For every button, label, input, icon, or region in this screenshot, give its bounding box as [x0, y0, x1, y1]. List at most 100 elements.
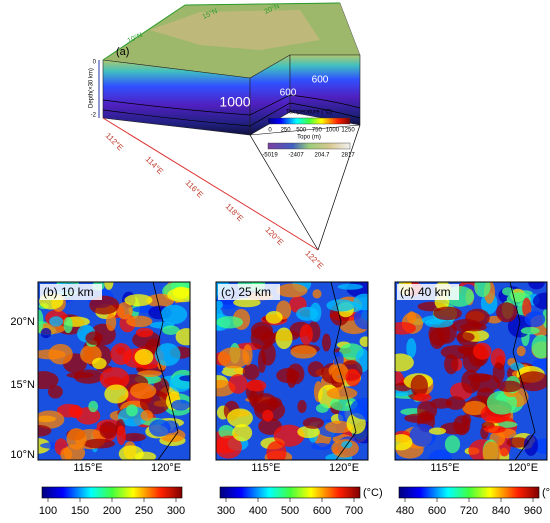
- colorbar-tick-label: 150: [71, 505, 89, 517]
- map-anomaly: [134, 451, 157, 460]
- map-anomaly: [302, 417, 325, 429]
- map-anomaly: [265, 310, 283, 324]
- longitude-label: 116°E: [184, 178, 205, 199]
- colorbar-tick-label: 250: [135, 505, 153, 517]
- map-anomaly: [49, 316, 64, 327]
- map-anomaly: [502, 287, 514, 296]
- map-anomaly: [40, 327, 52, 339]
- map-anomaly: [217, 347, 250, 369]
- longitude-label: 120°E: [263, 225, 285, 247]
- map-anomaly: [38, 309, 44, 333]
- map-anomaly: [307, 361, 325, 378]
- title-box: [397, 284, 459, 300]
- map-anomaly: [148, 419, 171, 437]
- map-anomaly: [228, 373, 248, 394]
- contour-label: 200: [370, 92, 390, 106]
- map-anomaly: [531, 334, 547, 359]
- map-anomaly: [124, 294, 153, 307]
- map-anomaly: [290, 345, 317, 359]
- colorbar-tick-label: 100: [39, 505, 57, 517]
- map-anomaly: [465, 308, 490, 327]
- colorbar-unit: (°C): [363, 487, 383, 499]
- map-anomaly: [171, 399, 190, 411]
- map-frame: [394, 281, 548, 461]
- x-tick-label: 120°E: [329, 462, 359, 474]
- map-frame: [215, 281, 369, 461]
- map-anomaly: [326, 387, 358, 400]
- map-anomaly: [395, 322, 416, 335]
- contour-label: 1000: [219, 94, 250, 110]
- legend-tick: 2817: [341, 153, 355, 159]
- map-anomaly: [406, 338, 417, 359]
- colorbar-tick-label: 600: [428, 505, 446, 517]
- map-anomaly: [353, 306, 368, 330]
- map-anomaly: [135, 327, 154, 338]
- map-anomaly: [353, 293, 368, 311]
- map-anomaly: [413, 393, 432, 402]
- map-anomaly: [350, 397, 368, 420]
- map-anomaly: [122, 433, 146, 442]
- contour-label: 600: [280, 88, 297, 99]
- map-anomaly: [88, 400, 99, 413]
- map-anomaly: [105, 313, 117, 332]
- map-anomaly: [216, 316, 244, 329]
- longitude-label: 118°E: [224, 202, 245, 223]
- map-anomaly: [85, 331, 103, 345]
- legend-title: Temperature (°C): [286, 110, 332, 116]
- longitude-label: 114°E: [144, 155, 165, 176]
- colorbar-tick-label: 700: [345, 505, 363, 517]
- map-anomaly: [116, 425, 126, 445]
- map-anomaly: [83, 438, 116, 449]
- colorbar-tick-label: 480: [396, 505, 414, 517]
- legend-tick: -5019: [262, 153, 278, 159]
- map-frame: [37, 281, 191, 461]
- map-anomaly: [246, 379, 267, 392]
- map-title: (b) 10 km: [43, 285, 94, 299]
- map-anomaly: [444, 435, 461, 454]
- map-anomaly: [532, 292, 547, 310]
- map-anomaly: [47, 385, 63, 399]
- map-anomaly: [63, 316, 73, 334]
- map-anomaly: [483, 425, 506, 434]
- block-diagram: [98, 2, 361, 251]
- map-title: (c) 25 km: [221, 285, 271, 299]
- map-anomaly: [134, 348, 154, 365]
- map-anomaly: [456, 332, 475, 342]
- map-anomaly: [297, 399, 307, 414]
- map-anomaly: [89, 295, 120, 315]
- map-anomaly: [528, 282, 545, 290]
- map-anomaly: [172, 286, 190, 299]
- map-anomaly: [227, 408, 253, 428]
- map-anomaly: [445, 396, 466, 410]
- map-anomaly: [276, 283, 308, 298]
- colorbar-tick-label: 300: [217, 505, 235, 517]
- colorbar: [219, 486, 361, 499]
- panel-label: (a): [116, 46, 129, 58]
- legend-title: Topo (m): [297, 135, 321, 141]
- map-anomaly: [262, 409, 274, 422]
- coastline: [152, 282, 179, 460]
- legend-tick: 1250: [341, 128, 355, 134]
- map-anomaly: [248, 390, 258, 407]
- colorbar-tick-label: 200: [103, 505, 121, 517]
- map-anomaly: [424, 318, 454, 328]
- map-anomaly: [38, 371, 59, 390]
- legend-tick: 0: [268, 128, 272, 134]
- topo-colorbar: [267, 142, 351, 150]
- depth-label: Depth(×30 km): [89, 68, 95, 108]
- colorbar-tick-label: 720: [460, 505, 478, 517]
- map-anomaly: [242, 363, 260, 380]
- x-tick-label: 115°E: [73, 462, 102, 474]
- contour-label: 400: [382, 104, 402, 118]
- map-anomaly: [462, 400, 487, 416]
- map-anomaly: [162, 325, 180, 335]
- map-anomaly: [250, 325, 274, 350]
- map-anomaly: [267, 397, 282, 409]
- map-anomaly: [38, 410, 65, 429]
- depth-tick: 0: [93, 60, 97, 66]
- map-anomaly: [410, 374, 428, 397]
- map-anomaly: [104, 384, 129, 404]
- map-anomaly: [520, 327, 540, 335]
- map-anomaly: [66, 428, 87, 450]
